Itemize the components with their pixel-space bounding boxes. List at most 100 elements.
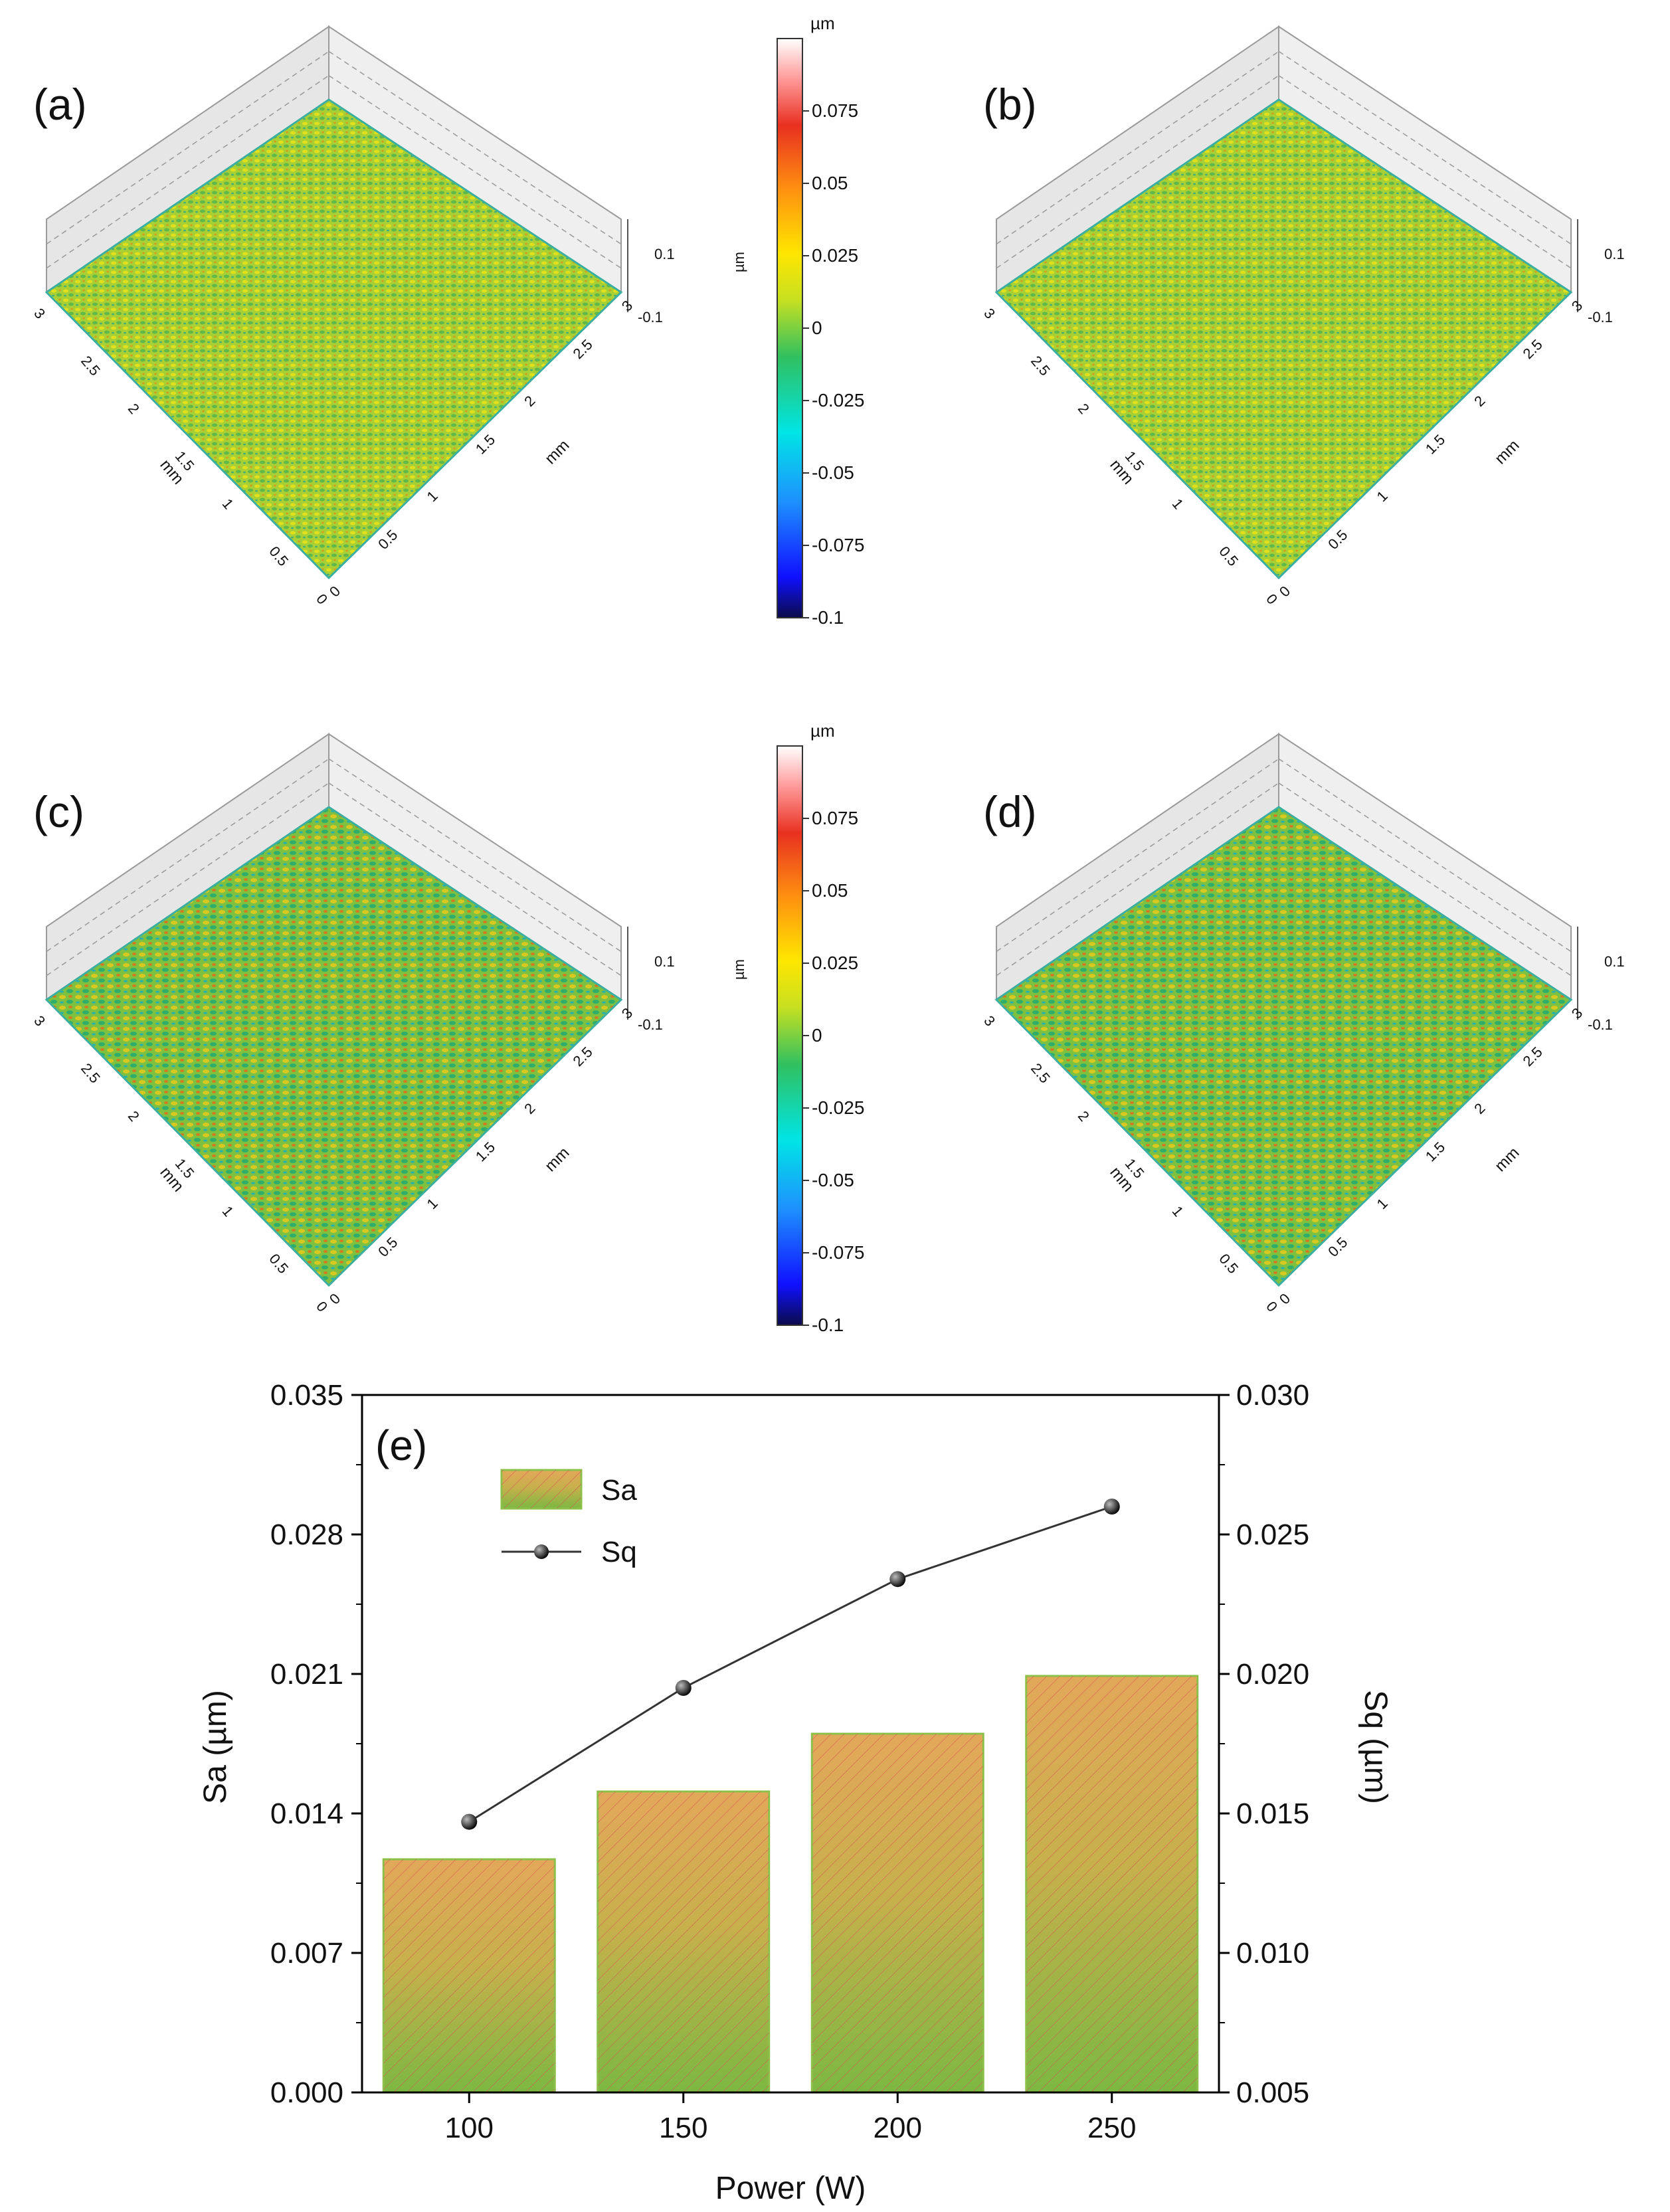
x-tick-label: 0 [1263, 1298, 1281, 1315]
colorbar-unit: µm [810, 721, 835, 741]
y-left-tick-label: 0.028 [270, 1519, 343, 1551]
x-tick-label: 1 [219, 1203, 237, 1220]
colorbar-tick-label: 0.075 [812, 808, 858, 828]
x-tick-label: 0.5 [266, 1250, 292, 1277]
sq-point-150 [675, 1680, 692, 1696]
y-tick-label: 2 [1471, 393, 1488, 410]
z-tick: 0.1 [1604, 953, 1625, 970]
box-grid [46, 75, 329, 269]
axis-unit-label: mm [1491, 436, 1523, 468]
sq-point-250 [1103, 1499, 1120, 1515]
colorbar-gradient [777, 745, 803, 1326]
box-grid [46, 783, 329, 976]
y-right-tick-label: 0.025 [1236, 1519, 1309, 1551]
y-right-tick-label: 0.015 [1236, 1797, 1309, 1830]
axis-unit-label: mm [1491, 1144, 1523, 1175]
x-tick-label: 200 [874, 2112, 922, 2144]
y-axis-left-label: Sa (µm) [198, 1690, 233, 1804]
box-grid [996, 75, 1279, 269]
sa-bar-hatch-150 [597, 1792, 769, 2092]
x-tick-label: 0 [313, 1298, 331, 1315]
colorbar-tick-label: -0.025 [812, 390, 864, 411]
x-tick-label: 2 [1075, 1107, 1093, 1124]
y-right-tick-label: 0.005 [1236, 2076, 1309, 2109]
y-tick-label: 1 [424, 1195, 441, 1212]
x-tick-label: 3 [31, 305, 48, 322]
x-tick-label: 3 [980, 305, 998, 322]
y-axis-right-label: Sq (µm) [1358, 1690, 1393, 1804]
x-tick-label: 1 [1169, 496, 1187, 512]
z-tick: -0.1 [1588, 309, 1613, 325]
colorbar-side-label: µm [731, 252, 747, 272]
y-tick-label: 2 [521, 1100, 538, 1117]
y-right-tick-label: 0.030 [1236, 1379, 1309, 1412]
colorbar-tick-label: 0.075 [812, 100, 858, 121]
sq-point-200 [889, 1571, 906, 1588]
y-tick-label: 2 [1471, 1100, 1488, 1117]
colorbar-tick-label: -0.05 [812, 462, 854, 483]
box-grid [328, 75, 622, 269]
sa-bar-hatch-200 [812, 1734, 984, 2092]
sq-point-100 [461, 1813, 478, 1830]
panel-label: (a) [33, 80, 87, 129]
box-grid [1278, 758, 1572, 953]
sa-bar-hatch-100 [383, 1859, 555, 2092]
panel-label: (c) [33, 787, 84, 836]
y-right-tick-label: 0.020 [1236, 1658, 1309, 1691]
legend: Sa Sq [500, 1469, 637, 1568]
box-grid [1278, 75, 1572, 269]
z-tick: 0.1 [654, 953, 675, 970]
x-tick-label: 2 [125, 1107, 143, 1124]
panel-label: (d) [983, 787, 1037, 836]
box-grid [1278, 783, 1572, 976]
colorbar-tick-label: -0.025 [812, 1097, 864, 1118]
legend-label-sa: Sa [601, 1474, 637, 1507]
box-grid [328, 758, 622, 953]
colorbar-tick-label: -0.1 [812, 1315, 844, 1335]
x-axis-label: Power (W) [715, 2171, 866, 2206]
z-tick: -0.1 [1588, 1016, 1613, 1033]
x-tick-label: 100 [445, 2112, 494, 2144]
x-tick-label: 2.5 [1028, 353, 1054, 379]
colorbar-1: µm µm 0.075 0.05 0.025 0 -0.025 -0.05 -0.075 -0.1 [731, 13, 864, 628]
x-tick-label: 2 [125, 400, 143, 416]
colorbar-tick-label: -0.075 [812, 1242, 864, 1263]
colorbar-tick-label: 0.025 [812, 953, 858, 973]
panel-label: (b) [983, 80, 1037, 129]
x-tick-label: 0.5 [266, 543, 292, 569]
colorbar-unit: µm [810, 13, 835, 33]
x-tick-label: 2.5 [78, 353, 104, 379]
colorbar-tick-label: -0.1 [812, 607, 844, 628]
colorbar-tick-label: 0.05 [812, 880, 848, 901]
x-tick-label: 0 [1263, 591, 1281, 607]
colorbar-2: µm µm 0.075 0.05 0.025 0 -0.025 -0.05 -0.075 -0.1 [731, 721, 864, 1335]
x-tick-label: 2.5 [1028, 1060, 1054, 1087]
legend-label-sq: Sq [601, 1536, 637, 1568]
x-tick-label: 1 [1169, 1203, 1187, 1220]
legend-marker-sq [534, 1544, 549, 1559]
sa-bar-hatch-250 [1026, 1676, 1198, 2092]
z-tick: 0.1 [654, 246, 675, 262]
z-tick: -0.1 [638, 1016, 663, 1033]
colorbar-gradient [777, 38, 803, 618]
sq-series-line [468, 1505, 1113, 1823]
x-tick-label: 150 [659, 2112, 707, 2144]
colorbar-side-label: µm [731, 959, 747, 980]
y-left-tick-label: 0.000 [270, 2076, 343, 2109]
colorbar-tick-label: 0.025 [812, 245, 858, 266]
box-grid [328, 50, 622, 245]
y-tick-label: 1 [1374, 488, 1391, 505]
x-tick-label: 2 [1075, 400, 1093, 416]
z-tick: 0.1 [1604, 246, 1625, 262]
surface-topography [45, 98, 623, 580]
y-left-tick-label: 0.035 [270, 1379, 343, 1412]
panel-label-e: (e) [375, 1422, 427, 1469]
x-tick-label: 0 [313, 591, 331, 607]
y-left-tick-label: 0.021 [270, 1658, 343, 1691]
x-tick-label: 0.5 [1216, 543, 1242, 569]
colorbar-tick-label: -0.05 [812, 1170, 854, 1190]
